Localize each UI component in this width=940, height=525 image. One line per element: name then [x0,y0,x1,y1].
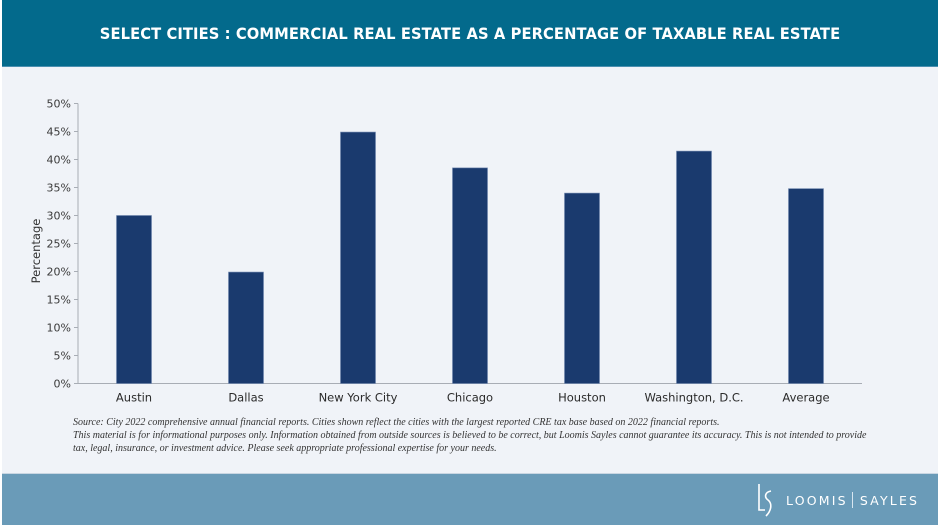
disclaimer-line-1: This material is for informational purpo… [73,430,867,442]
x-tick-label: Dallas [228,391,263,405]
y-tick-label: 5% [54,350,71,363]
bar-washington-d-c [676,150,712,384]
logo-text-loomis: LOOMIS [786,492,848,508]
y-tick-label: 0% [54,378,71,391]
x-axis-labels: Austin Dallas New York City Chicago Houston W… [116,391,830,405]
y-axis-title: Percentage [29,219,43,284]
logo-divider [851,492,853,508]
x-tick-label: New York City [319,391,398,405]
footer-banner: LOOMIS SAYLES [2,473,938,525]
bar-average [788,188,824,384]
y-tick-label: 45% [47,126,71,139]
ls-monogram-icon [758,484,772,517]
bar-austin [116,215,152,384]
y-tick-label: 15% [47,294,71,307]
bars [116,131,824,384]
y-tick-label: 30% [47,210,71,223]
x-tick-label: Houston [558,391,606,405]
bar-new-york-city [340,131,376,384]
y-tick-label: 20% [47,266,71,279]
x-tick-label: Austin [116,391,152,405]
x-tick-label: Average [782,391,829,405]
x-tick-label: Chicago [447,391,493,405]
header-banner: SELECT CITIES : COMMERCIAL REAL ESTATE A… [2,0,938,67]
bar-dallas [228,271,264,384]
y-axis-ticks: 0% 5% 10% 15% 20% 25% 30% 35% 40% 45% 50% [47,98,78,391]
y-tick-label: 25% [47,238,71,251]
bar-houston [564,192,600,384]
x-tick-label: Washington, D.C. [644,391,743,405]
source-note: Source: City 2022 comprehensive annual f… [73,417,720,428]
bar-chicago [452,167,488,384]
y-tick-label: 50% [47,98,71,111]
disclaimer-line-2: tax, legal, insurance, or investment adv… [73,443,497,455]
footnotes: Source: City 2022 comprehensive annual f… [73,416,873,456]
y-tick-label: 10% [47,322,71,335]
y-tick-label: 35% [47,182,71,195]
y-tick-label: 40% [47,154,71,167]
loomis-sayles-logo: LOOMIS SAYLES [754,482,919,518]
logo-text-sayles: SAYLES [859,492,920,508]
chart-title: SELECT CITIES : COMMERCIAL REAL ESTATE A… [99,24,841,43]
